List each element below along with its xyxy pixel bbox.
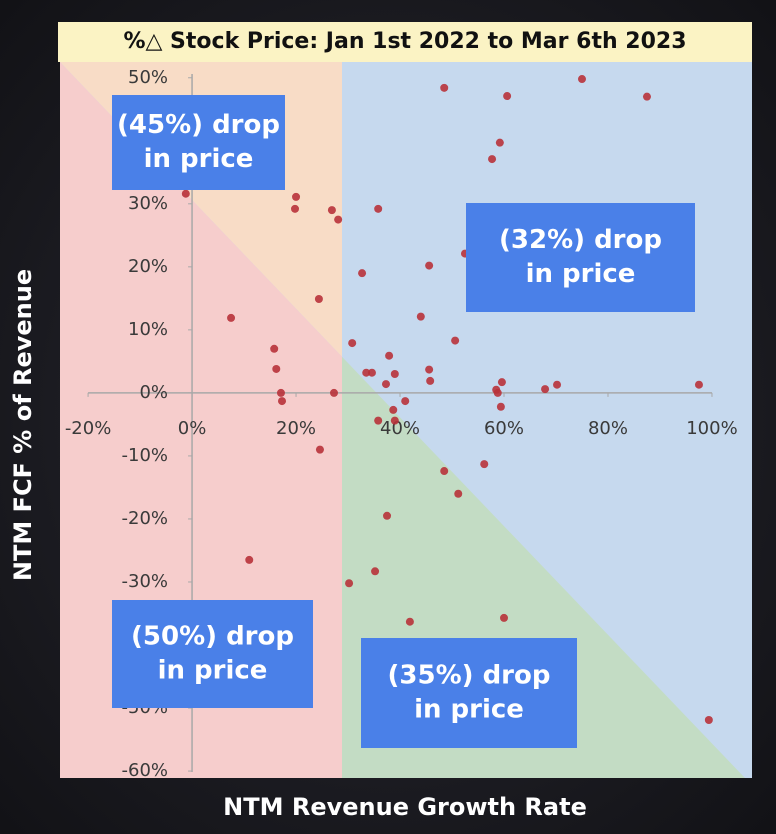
annotation-box — [466, 203, 695, 312]
point — [553, 380, 562, 389]
x-tick-label: 40% — [380, 418, 420, 439]
point — [488, 155, 497, 164]
annotation-text: (35%) drop — [388, 661, 551, 691]
point — [440, 467, 449, 476]
point — [390, 416, 399, 425]
point — [362, 368, 371, 377]
y-axis-label: NTM FCF % of Revenue — [9, 269, 37, 581]
annotation-text: in price — [144, 144, 254, 174]
y-tick-label: 20% — [128, 256, 168, 277]
point — [334, 215, 343, 224]
point — [290, 204, 299, 213]
point — [327, 206, 336, 215]
point — [405, 617, 414, 626]
y-tick-label: -30% — [122, 571, 169, 592]
x-tick-label: 20% — [276, 418, 316, 439]
y-tick-label: -20% — [122, 508, 169, 529]
x-tick-label: 100% — [686, 418, 737, 439]
point — [374, 204, 383, 213]
point — [314, 294, 323, 303]
point — [401, 397, 410, 406]
point — [367, 368, 376, 377]
point — [276, 388, 285, 397]
point — [390, 369, 399, 378]
title-bar — [58, 22, 752, 62]
point — [440, 83, 449, 92]
annotation-text: in price — [414, 695, 524, 725]
point — [315, 445, 324, 454]
annotation-text: (45%) drop — [117, 110, 280, 140]
point — [227, 313, 236, 322]
point — [270, 344, 279, 353]
annotation-box — [112, 600, 313, 708]
point — [389, 405, 398, 414]
point — [181, 189, 190, 198]
point — [425, 261, 434, 270]
annotation-text: (50%) drop — [131, 622, 294, 652]
point — [385, 351, 394, 360]
point — [345, 579, 354, 588]
point — [495, 138, 504, 147]
point — [704, 716, 713, 725]
x-tick-label: 80% — [588, 418, 628, 439]
region-red — [60, 62, 342, 778]
point — [381, 380, 390, 389]
point — [577, 75, 586, 84]
point — [500, 613, 509, 622]
point — [358, 269, 367, 278]
annotation-box — [112, 95, 285, 190]
point — [425, 365, 434, 374]
y-tick-label: -60% — [122, 760, 169, 781]
point — [245, 555, 254, 564]
annotation-text: in price — [526, 259, 636, 289]
point — [426, 376, 435, 385]
x-tick-label: 60% — [484, 418, 524, 439]
point — [541, 385, 550, 394]
point — [278, 397, 287, 406]
y-tick-label: 0% — [139, 382, 168, 403]
point — [348, 339, 357, 348]
y-tick-label: 30% — [128, 193, 168, 214]
point — [383, 511, 392, 520]
point — [497, 378, 506, 387]
point — [329, 388, 338, 397]
point — [496, 402, 505, 411]
point — [374, 416, 383, 425]
y-tick-label: 10% — [128, 319, 168, 340]
point — [416, 312, 425, 321]
chart-title: %△ Stock Price: Jan 1st 2022 to Mar 6th … — [123, 29, 686, 54]
point — [292, 192, 301, 201]
point — [493, 388, 502, 397]
y-tick-label: 50% — [128, 67, 168, 88]
annotation-text: in price — [158, 656, 268, 686]
point — [371, 567, 380, 576]
x-axis-label: NTM Revenue Growth Rate — [223, 793, 587, 821]
x-tick-label: 0% — [178, 418, 207, 439]
point — [454, 489, 463, 498]
point — [272, 364, 281, 373]
annotation-text: (32%) drop — [499, 225, 662, 255]
x-tick-label: -20% — [65, 418, 112, 439]
point — [503, 92, 512, 101]
y-tick-label: -10% — [122, 445, 169, 466]
point — [451, 336, 460, 345]
annotation-box — [361, 638, 577, 748]
point — [480, 460, 489, 469]
point — [642, 92, 651, 101]
point — [694, 380, 703, 389]
